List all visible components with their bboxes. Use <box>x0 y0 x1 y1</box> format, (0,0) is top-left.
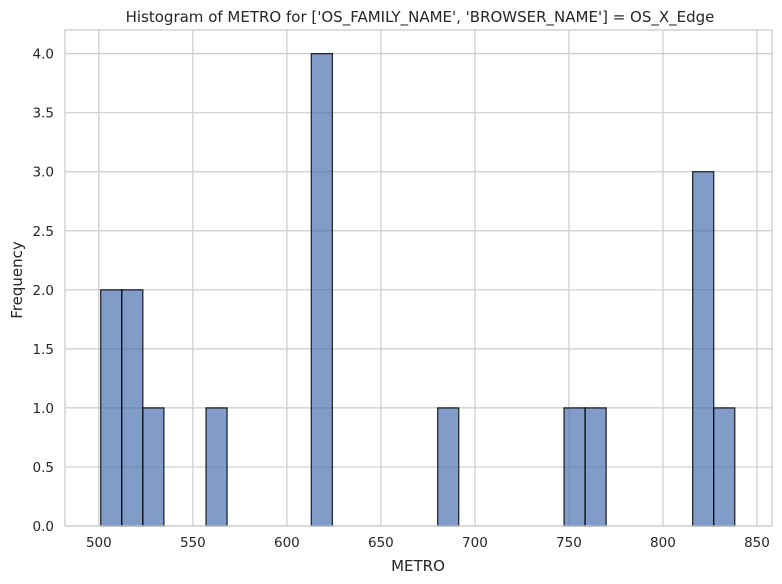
y-tick-label: 3.5 <box>33 106 54 122</box>
histogram-bar <box>205 407 228 527</box>
x-tick-label: 500 <box>86 535 112 551</box>
x-axis-label: METRO <box>391 557 445 575</box>
histogram-bar <box>713 407 736 527</box>
histogram-bar <box>310 52 334 527</box>
histogram-bar <box>563 407 586 527</box>
histogram-bar <box>142 407 165 527</box>
histogram-bar <box>692 171 715 527</box>
y-tick-label: 1.0 <box>33 401 54 417</box>
plot-frame <box>64 29 773 527</box>
y-tick-label: 0.5 <box>33 460 54 476</box>
grid-lines <box>65 30 772 527</box>
x-tick-label: 650 <box>368 535 394 551</box>
x-tick-label: 600 <box>274 535 300 551</box>
x-tick-label: 550 <box>180 535 206 551</box>
chart-title: Histogram of METRO for ['OS_FAMILY_NAME'… <box>126 8 715 27</box>
y-axis-label: Frequency <box>8 241 26 319</box>
y-axis-ticks: 0.0 0.5 1.0 1.5 2.0 2.5 3.0 3.5 4.0 <box>33 47 54 535</box>
histogram-bar <box>100 289 123 527</box>
y-tick-label: 1.5 <box>33 342 54 358</box>
histogram-bar <box>584 407 607 527</box>
x-tick-label: 850 <box>744 535 770 551</box>
histogram-bar <box>437 407 460 527</box>
x-tick-label: 700 <box>462 535 488 551</box>
x-tick-label: 750 <box>556 535 582 551</box>
histogram-bar <box>121 289 144 527</box>
y-tick-label: 2.0 <box>33 283 54 299</box>
y-tick-label: 2.5 <box>33 224 54 240</box>
y-tick-label: 0.0 <box>33 519 54 535</box>
y-tick-label: 3.0 <box>33 165 54 181</box>
x-axis-ticks: 500 550 600 650 700 750 800 850 <box>86 535 770 551</box>
x-tick-label: 800 <box>650 535 676 551</box>
y-tick-label: 4.0 <box>33 47 54 63</box>
